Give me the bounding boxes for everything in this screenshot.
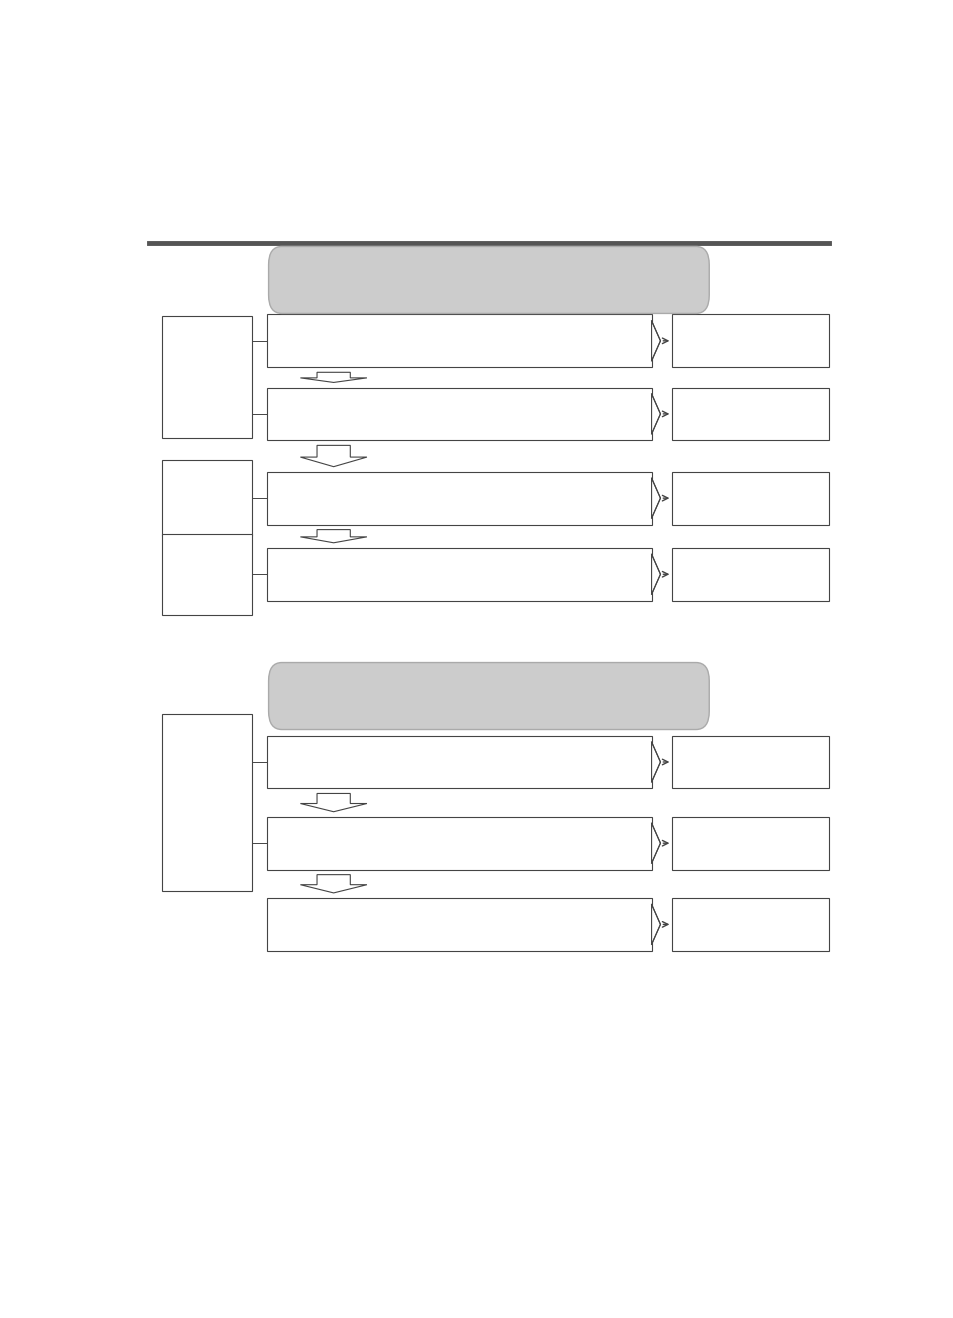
Polygon shape — [651, 320, 659, 361]
Polygon shape — [651, 824, 659, 863]
Bar — [162, 714, 252, 891]
Bar — [267, 387, 651, 440]
Bar — [267, 548, 651, 601]
FancyBboxPatch shape — [269, 663, 708, 730]
Bar — [672, 315, 828, 368]
Bar — [672, 548, 828, 601]
Bar — [267, 817, 651, 870]
Polygon shape — [651, 904, 659, 945]
Bar — [672, 472, 828, 525]
Bar — [162, 460, 252, 536]
Bar — [162, 316, 252, 439]
Bar — [672, 898, 828, 950]
Bar — [267, 898, 651, 950]
Polygon shape — [651, 554, 659, 594]
Bar — [267, 315, 651, 368]
Bar — [672, 735, 828, 788]
Bar — [267, 735, 651, 788]
Polygon shape — [300, 793, 367, 812]
Bar — [267, 472, 651, 525]
Polygon shape — [651, 478, 659, 518]
Polygon shape — [300, 445, 367, 467]
Bar — [162, 534, 252, 614]
Polygon shape — [651, 394, 659, 434]
FancyBboxPatch shape — [269, 246, 708, 314]
Polygon shape — [651, 742, 659, 782]
Polygon shape — [300, 875, 367, 892]
Bar — [672, 387, 828, 440]
Bar — [672, 817, 828, 870]
Polygon shape — [300, 372, 367, 382]
Polygon shape — [300, 530, 367, 543]
